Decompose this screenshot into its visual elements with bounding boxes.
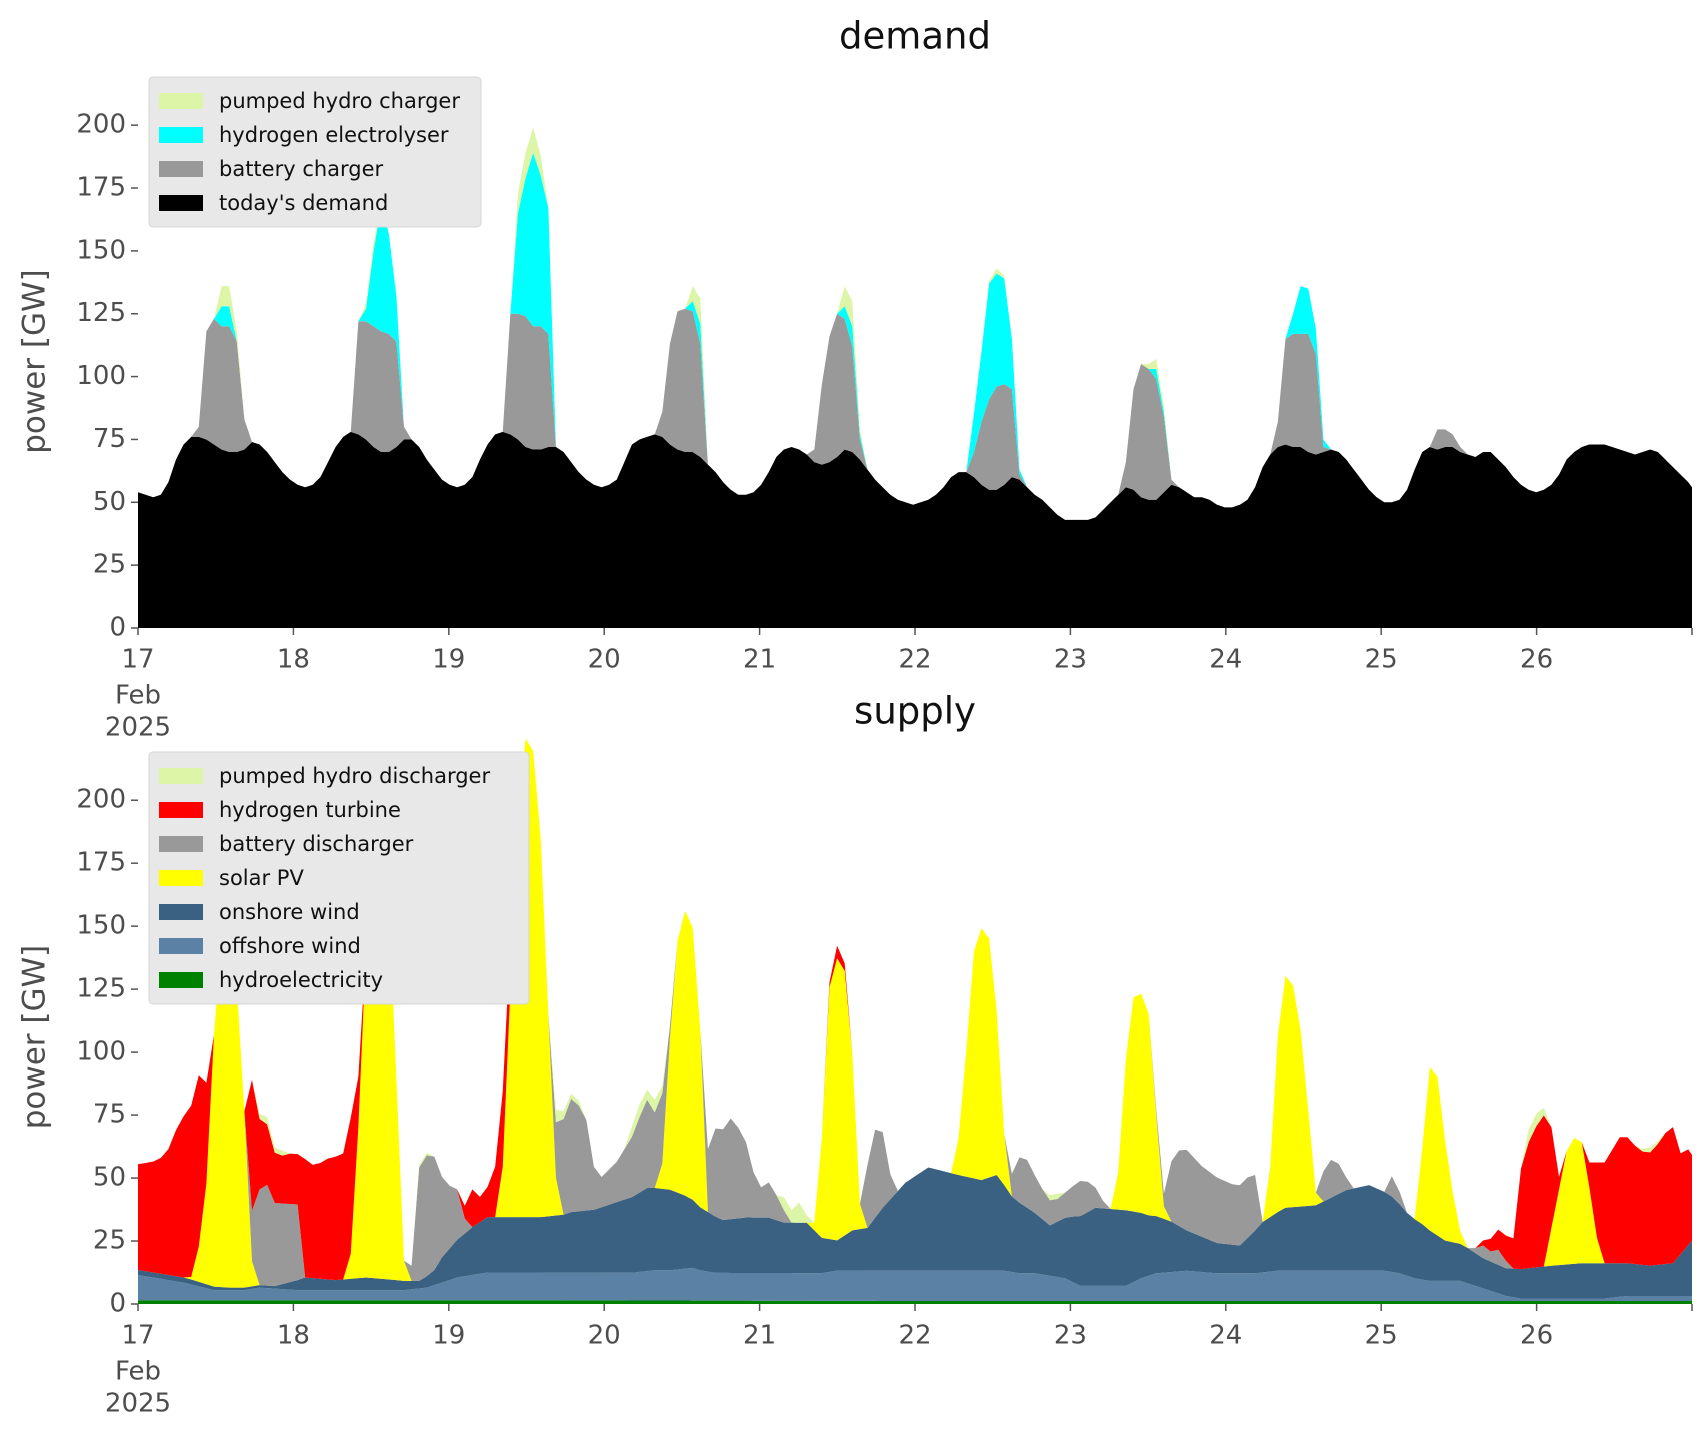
legend-swatch-battery-discharger (159, 836, 203, 852)
y-tick-label: 75 (93, 1100, 126, 1130)
legend-frame (148, 76, 482, 228)
demand-area-hydrogen-electrolyser (138, 152, 1692, 520)
y-tick-label: 50 (93, 1163, 126, 1193)
legend-label-hydrogen-turbine: hydrogen turbine (219, 798, 401, 822)
supply-y-axis: 0 25 50 75 100 125 150 175 200 (76, 785, 138, 1319)
y-tick-label: 150 (76, 911, 126, 941)
y-tick-label: 175 (76, 848, 126, 878)
legend-swatch-pumped-hydro-charger (159, 93, 203, 109)
legend-swatch-today-s-demand (159, 195, 203, 211)
x-tick-label: 20 (588, 1321, 621, 1351)
legend-label-onshore-wind: onshore wind (219, 900, 360, 924)
supply-area-hydroelectricity (138, 1300, 1692, 1304)
x-tick-label: 24 (1209, 645, 1242, 675)
x-tick-label: 25 (1365, 645, 1398, 675)
supply-area-hydrogen-turbine (138, 738, 1692, 1281)
legend-label-hydroelectricity: hydroelectricity (219, 968, 383, 992)
demand-area-battery-charger (138, 308, 1692, 520)
x-tick-label: 23 (1054, 1321, 1087, 1351)
x-tick-label: 22 (898, 1321, 931, 1351)
x-tick-label: 20 (588, 645, 621, 675)
x-tick-label: 21 (743, 1321, 776, 1351)
x-tick-month-label: Feb (115, 681, 161, 711)
y-tick-label: 150 (76, 235, 126, 265)
legend-swatch-hydrogen-turbine (159, 802, 203, 818)
legend-label-pumped-hydro-charger: pumped hydro charger (219, 89, 460, 113)
demand-legend: pumped hydro charger hydrogen electrolyse… (148, 76, 482, 228)
legend-label-today-s-demand: today's demand (219, 191, 388, 215)
supply-area-battery-discharger (138, 738, 1692, 1287)
y-tick-label: 0 (109, 1289, 126, 1319)
x-tick-label: 19 (432, 645, 465, 675)
x-tick-label: 23 (1054, 645, 1087, 675)
y-tick-label: 200 (76, 785, 126, 815)
y-tick-label: 175 (76, 173, 126, 203)
legend-swatch-hydroelectricity (159, 972, 203, 988)
x-tick-label: 26 (1520, 1321, 1553, 1351)
legend-label-offshore-wind: offshore wind (219, 934, 361, 958)
legend-label-hydrogen-electrolyser: hydrogen electrolyser (219, 123, 449, 147)
x-tick-year-label: 2025 (105, 713, 171, 743)
x-tick-label: 26 (1520, 645, 1553, 675)
x-tick-year-label: 2025 (105, 1389, 171, 1419)
legend-swatch-pumped-hydro-discharger (159, 768, 203, 784)
x-tick-month-label: Feb (115, 1357, 161, 1387)
y-tick-label: 100 (76, 1037, 126, 1067)
legend-swatch-solar-pv (159, 870, 203, 886)
legend-swatch-onshore-wind (159, 904, 203, 920)
x-tick-label: 22 (898, 645, 931, 675)
x-tick-label: 24 (1209, 1321, 1242, 1351)
y-tick-label: 125 (76, 298, 126, 328)
y-tick-label: 125 (76, 974, 126, 1004)
legend-label-pumped-hydro-discharger: pumped hydro discharger (219, 764, 490, 788)
y-tick-label: 100 (76, 361, 126, 391)
supply-y-axis-label: power [GW] (17, 945, 53, 1130)
supply-legend: pumped hydro discharger hydrogen turbine b… (148, 751, 530, 1005)
x-tick-label: 18 (277, 645, 310, 675)
x-tick-label: 21 (743, 645, 776, 675)
demand-area-today-s-demand (138, 431, 1692, 628)
legend-label-battery-discharger: battery discharger (219, 832, 414, 856)
legend-swatch-hydrogen-electrolyser (159, 127, 203, 143)
legend-label-battery-charger: battery charger (219, 157, 384, 181)
x-tick-label: 17 (121, 645, 154, 675)
y-tick-label: 0 (109, 613, 126, 643)
y-tick-label: 75 (93, 424, 126, 454)
x-tick-label: 18 (277, 1321, 310, 1351)
demand-y-axis-label: power [GW] (17, 269, 53, 454)
demand-areas (138, 127, 1692, 628)
y-tick-label: 25 (93, 1226, 126, 1256)
supply-title: supply (854, 690, 976, 733)
x-tick-label: 17 (121, 1321, 154, 1351)
demand-panel: demand power [GW] 0 25 50 75 100 125 150 175 200 17… (17, 15, 1693, 743)
supply-area-offshore-wind (138, 1267, 1692, 1301)
supply-panel: supply power [GW] 0 25 50 75 100 125 150 175 200 17… (17, 690, 1693, 1419)
x-tick-label: 25 (1365, 1321, 1398, 1351)
y-tick-label: 25 (93, 550, 126, 580)
legend-swatch-battery-charger (159, 161, 203, 177)
demand-title: demand (839, 15, 991, 58)
x-tick-label: 19 (432, 1321, 465, 1351)
demand-y-axis: 0 25 50 75 100 125 150 175 200 (76, 110, 138, 643)
supply-area-onshore-wind (138, 1167, 1692, 1299)
legend-swatch-offshore-wind (159, 938, 203, 954)
legend-label-solar-pv: solar PV (219, 866, 304, 890)
y-tick-label: 50 (93, 487, 126, 517)
legend-frame (148, 751, 530, 1005)
y-tick-label: 200 (76, 110, 126, 140)
